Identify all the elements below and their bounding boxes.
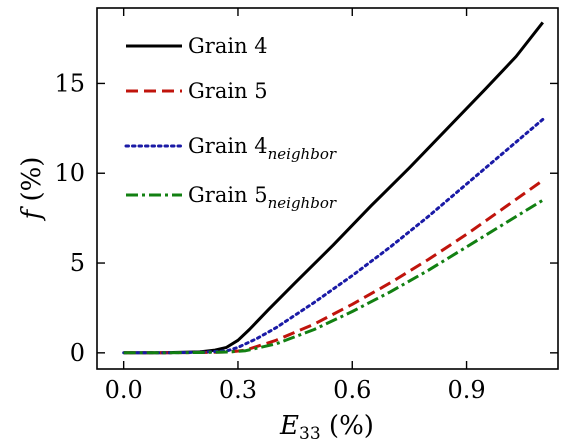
y-tick-label: 0 <box>70 339 85 367</box>
series-layer <box>122 21 545 355</box>
series-line-4 <box>123 198 544 355</box>
legend-label-1: Grain 4 <box>188 34 268 58</box>
plot-frame <box>96 7 559 370</box>
y-axis-label: f (%) <box>17 157 47 222</box>
x-tick-label: 0.0 <box>105 376 143 404</box>
legend-label-3: Grain 4neighbor <box>188 134 337 163</box>
legend: Grain 4 Grain 5 Grain 4neighbor Grain 5neig… <box>124 34 337 212</box>
legend-label-2: Grain 5 <box>188 79 268 103</box>
x-tick-label: 0.6 <box>333 376 371 404</box>
legend-label-4: Grain 5neighbor <box>188 183 337 212</box>
x-tick-label: 0.9 <box>447 376 485 404</box>
y-tick-label: 15 <box>54 69 85 97</box>
y-tick-label: 5 <box>70 249 85 277</box>
y-tick-label: 10 <box>54 159 85 187</box>
x-tick-label: 0.3 <box>219 376 257 404</box>
series-line-1 <box>123 21 544 355</box>
x-axis-label: E33 (%) <box>279 411 374 444</box>
ticks-layer: 0.0 0.3 0.6 0.9 0 5 10 15 <box>54 8 558 404</box>
